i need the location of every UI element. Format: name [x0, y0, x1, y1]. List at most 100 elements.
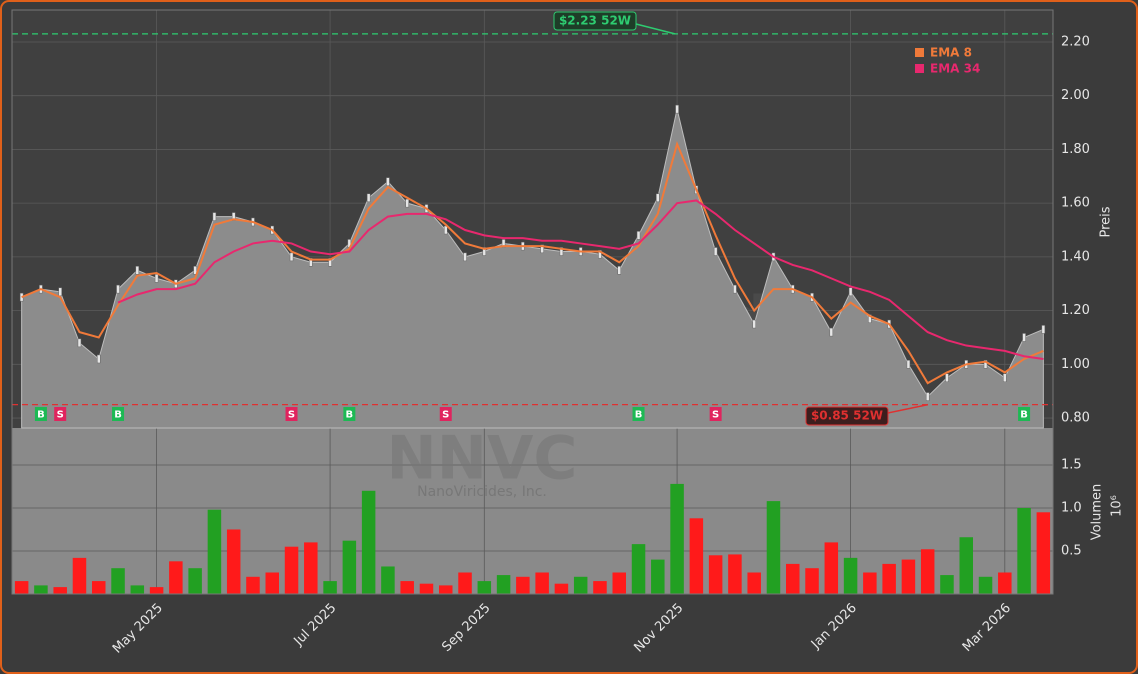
annotation-label: $0.85 52W [811, 409, 883, 423]
volume-bar [805, 568, 819, 594]
price-candle [752, 319, 756, 329]
signal-box [709, 407, 722, 421]
volume-bar [130, 585, 145, 594]
signal-label: S [57, 410, 64, 421]
signal-label: B [37, 410, 45, 421]
price-candle [193, 266, 197, 275]
volume-bar [670, 483, 684, 594]
volume-bar [342, 540, 357, 594]
y-tick-label: 1.40 [1061, 249, 1090, 264]
price-candle [733, 284, 737, 294]
signal-label: S [442, 410, 449, 421]
volume-bar [728, 554, 742, 594]
legend-label: EMA 8 [930, 46, 972, 60]
volume-bar [265, 572, 279, 594]
annotation-label: $2.23 52W [559, 14, 631, 28]
price-candle [135, 266, 140, 275]
volume-bar [1036, 512, 1051, 594]
price-candle [1041, 325, 1046, 334]
price-candle [366, 193, 371, 203]
ema-line [21, 141, 1044, 385]
volume-bar [708, 555, 723, 594]
volume-bar [612, 572, 626, 594]
price-candle [386, 177, 390, 186]
volume-bar [149, 587, 164, 594]
volume-bar [920, 549, 935, 594]
signal-box [285, 407, 298, 421]
signal-box [343, 407, 356, 421]
volume-bar [111, 568, 125, 594]
signal-label: S [288, 410, 295, 421]
price-candle [945, 373, 949, 383]
volume-bar [188, 568, 202, 594]
price-candle [328, 258, 332, 267]
legend-swatch [915, 64, 924, 73]
volume-bar [169, 561, 183, 594]
price-candle [598, 249, 602, 259]
signal-box [632, 407, 645, 421]
volume-bar [439, 585, 453, 594]
volume-bar [689, 518, 704, 594]
volume-bar [14, 581, 29, 594]
volume-bar [573, 576, 588, 594]
volume-bar [284, 546, 299, 594]
price-candle [713, 247, 718, 256]
volume-bar [940, 575, 954, 594]
volume-bar [882, 563, 896, 594]
volume-bar [400, 581, 414, 594]
price-candle [309, 258, 313, 267]
y-tick-label: 0.80 [1061, 411, 1090, 426]
volume-bar [323, 581, 337, 594]
volume-bar [419, 583, 434, 594]
signal-box [439, 407, 452, 421]
price-candle [925, 392, 930, 401]
price-candle [116, 284, 120, 294]
annotation-arrow [887, 403, 929, 414]
price-candle [97, 354, 101, 364]
price-candle [656, 193, 660, 203]
price-candle [617, 266, 621, 275]
price-candle [58, 287, 62, 297]
price-candle [289, 252, 294, 262]
volume-bar [477, 581, 492, 594]
volume-bar [246, 576, 260, 594]
volume-bar [959, 537, 973, 594]
y-tick-label: 1.00 [1061, 357, 1090, 372]
signal-label: B [114, 410, 122, 421]
price-candle [848, 287, 853, 297]
signal-box [34, 407, 47, 421]
volume-bar [901, 559, 916, 594]
price-candle [983, 360, 988, 369]
annotation-box [553, 11, 637, 31]
price-candle [463, 252, 467, 262]
y-tick-label: 1.5 [1061, 457, 1082, 472]
price-candle [212, 212, 217, 221]
volume-bar [72, 557, 87, 594]
price-candle [231, 212, 236, 221]
signal-box [1018, 407, 1031, 421]
volume-bar [361, 490, 376, 594]
y-tick-label: 2.20 [1061, 34, 1090, 49]
price-candle [444, 225, 448, 235]
price-candle [501, 239, 506, 248]
watermark-company: NanoViricides, Inc. [417, 484, 547, 500]
signal-box [112, 407, 125, 421]
y-axis-unit: 10⁶ [1110, 495, 1125, 517]
volume-bar [53, 587, 67, 594]
signal-label: S [712, 410, 719, 421]
volume-bar [824, 542, 839, 594]
y-tick-label: 1.0 [1061, 500, 1082, 515]
signal-label: B [1020, 410, 1028, 421]
plot-border [11, 9, 1054, 595]
volume-bar [651, 559, 665, 594]
volume-bar [381, 566, 395, 594]
price-candle [77, 338, 82, 348]
y-tick-label: 1.20 [1061, 303, 1090, 318]
volume-bar [207, 509, 222, 594]
y-tick-label: 1.80 [1061, 142, 1090, 157]
volume-bar [747, 572, 761, 594]
y-tick-label: 1.60 [1061, 196, 1090, 211]
volume-bar [843, 557, 858, 594]
volume-bar [978, 576, 993, 594]
